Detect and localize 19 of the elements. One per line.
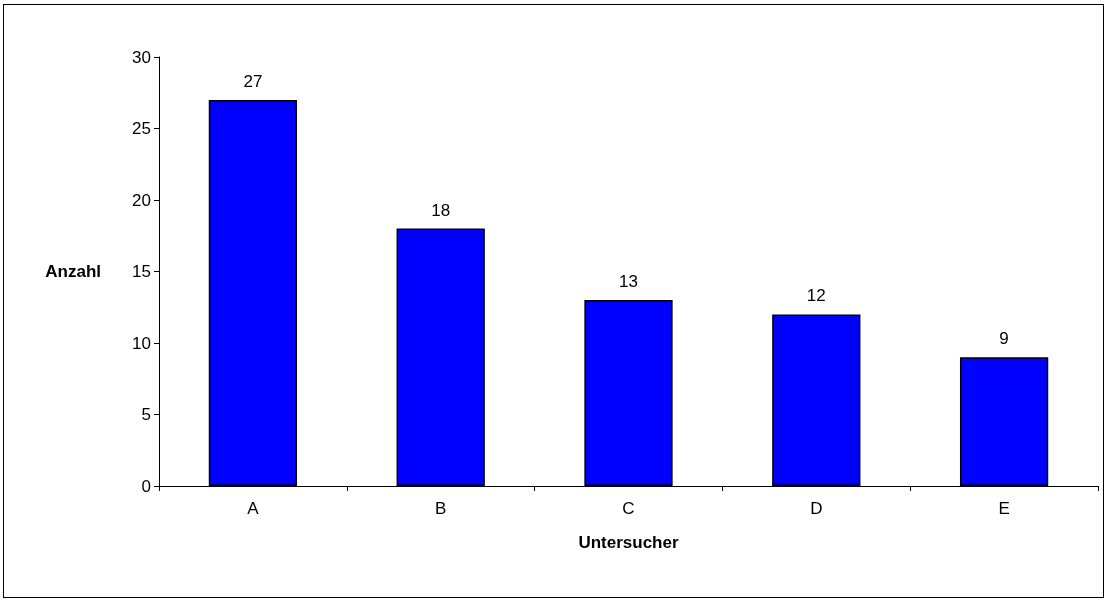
data-label: 12 <box>806 286 826 306</box>
x-tick-label: D <box>810 499 823 518</box>
y-tick-label: 10 <box>132 333 151 353</box>
x-axis-title: Untersucher <box>578 533 679 552</box>
y-tick-label: 20 <box>132 190 151 210</box>
data-label: 9 <box>999 329 1009 349</box>
y-tick-label: 15 <box>132 262 151 281</box>
y-tick-label: 30 <box>132 47 151 67</box>
x-tick-label: C <box>622 499 635 518</box>
data-label: 13 <box>619 272 638 292</box>
x-tick-label: E <box>998 499 1010 518</box>
y-tick-label: 0 <box>141 476 151 496</box>
data-label: 27 <box>243 71 263 91</box>
y-axis-title: Anzahl <box>45 262 101 281</box>
y-tick-label: 25 <box>132 119 151 138</box>
data-label: 18 <box>431 200 451 220</box>
x-tick-label: B <box>435 499 447 518</box>
y-tick-label: 5 <box>141 405 151 424</box>
x-tick-label: A <box>247 499 260 518</box>
